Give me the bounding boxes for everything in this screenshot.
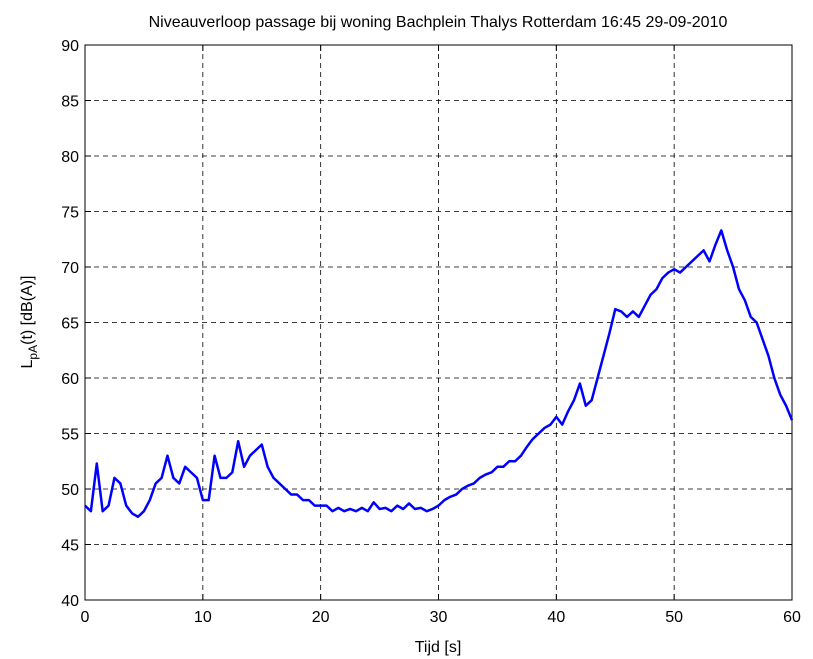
y-label-sub: pA (26, 345, 40, 360)
x-tick-label: 20 (312, 609, 330, 626)
y-tick-label: 70 (61, 260, 79, 277)
plot-frame (84, 44, 793, 601)
x-tick-label: 30 (430, 609, 448, 626)
y-tick-label: 75 (61, 205, 79, 222)
x-tick-label: 0 (81, 609, 90, 626)
y-label-main: L (19, 359, 36, 368)
y-tick-label: 45 (61, 538, 79, 555)
x-tick-label: 40 (547, 609, 565, 626)
y-tick-label: 50 (61, 482, 79, 499)
data-line (84, 229, 794, 518)
y-tick-label: 65 (61, 316, 79, 333)
y-tick-label: 40 (61, 593, 79, 610)
x-tick-label: 10 (194, 609, 212, 626)
chart-title: Niveauverloop passage bij woning Bachple… (149, 14, 728, 31)
y-tick-label: 90 (61, 38, 79, 55)
y-tick-label: 60 (61, 371, 79, 388)
y-tick-label: 55 (61, 427, 79, 444)
y-label-rest: (t) [dB(A)] (19, 276, 36, 345)
x-axis-label: Tijd [s] (415, 639, 462, 656)
y-axis-label: LpA(t) [dB(A)] (19, 276, 40, 369)
y-tick-label: 85 (61, 94, 79, 111)
x-tick-label: 50 (665, 609, 683, 626)
x-tick-label: 60 (783, 609, 801, 626)
y-tick-label: 80 (61, 149, 79, 166)
